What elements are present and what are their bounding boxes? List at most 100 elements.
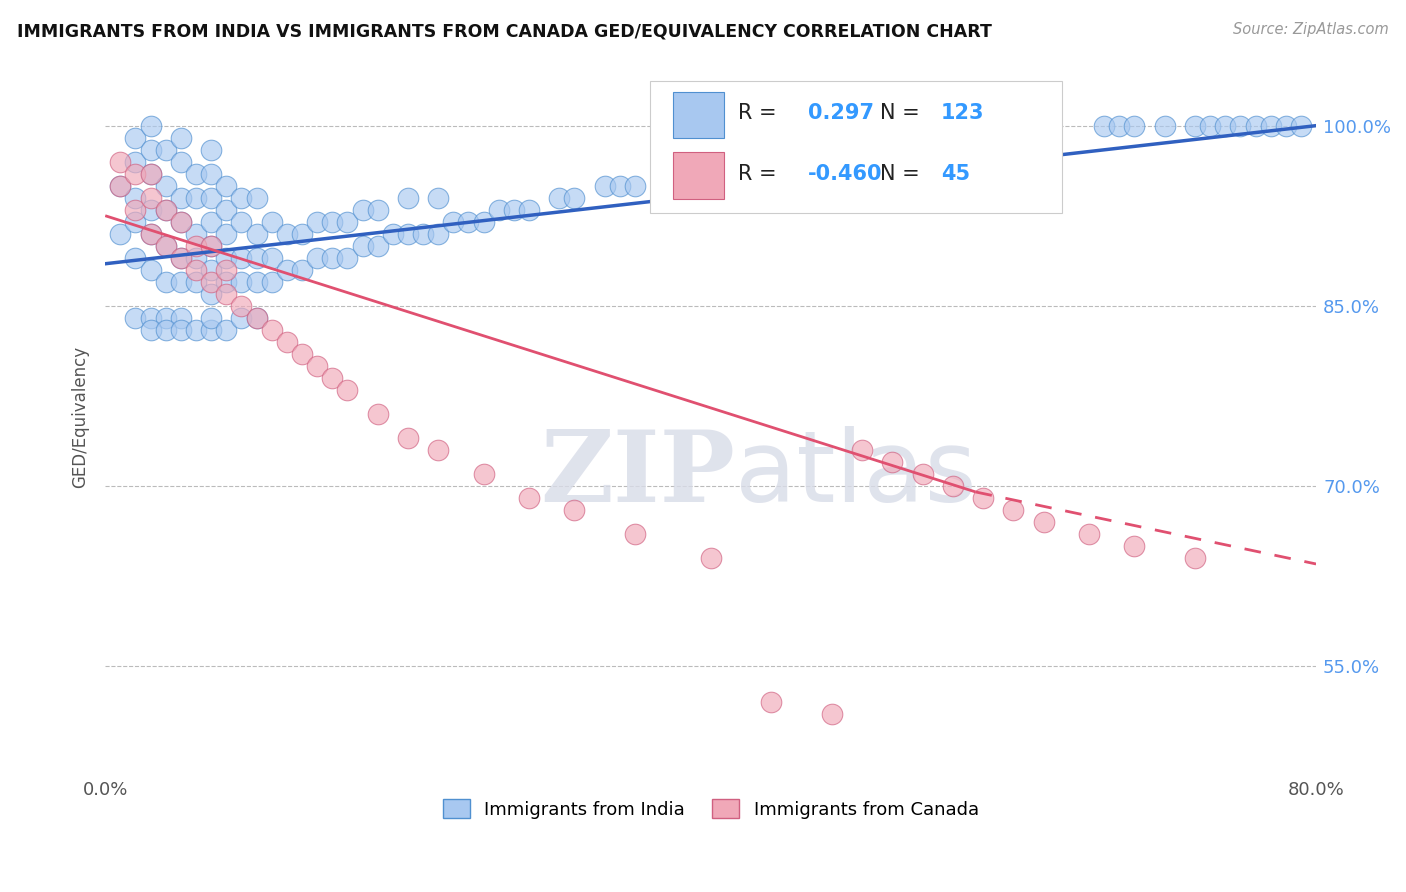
Point	[231, 215, 253, 229]
Point	[200, 215, 222, 229]
Point	[170, 310, 193, 325]
Point	[276, 334, 298, 349]
Point	[155, 323, 177, 337]
Point	[291, 347, 314, 361]
Point	[200, 275, 222, 289]
Point	[488, 202, 510, 217]
Point	[1078, 527, 1101, 541]
Point	[139, 143, 162, 157]
Point	[215, 286, 238, 301]
Point	[1184, 119, 1206, 133]
Point	[1229, 119, 1251, 133]
Point	[441, 215, 464, 229]
Point	[1092, 119, 1115, 133]
Point	[139, 191, 162, 205]
Point	[1032, 515, 1054, 529]
Point	[956, 130, 979, 145]
Point	[124, 310, 146, 325]
Text: 45: 45	[941, 164, 970, 184]
Point	[548, 191, 571, 205]
Point	[457, 215, 479, 229]
Point	[245, 251, 267, 265]
Point	[260, 251, 283, 265]
Point	[139, 227, 162, 241]
Point	[184, 238, 207, 252]
Point	[124, 202, 146, 217]
Point	[321, 215, 343, 229]
Point	[139, 323, 162, 337]
Point	[851, 442, 873, 457]
Point	[972, 491, 994, 505]
Point	[911, 467, 934, 481]
Point	[170, 323, 193, 337]
Point	[291, 227, 314, 241]
Point	[1002, 503, 1025, 517]
Point	[609, 178, 631, 193]
Point	[155, 202, 177, 217]
Point	[381, 227, 404, 241]
Text: R =: R =	[738, 164, 778, 184]
Point	[200, 310, 222, 325]
Point	[624, 527, 647, 541]
Point	[200, 238, 222, 252]
Point	[124, 215, 146, 229]
Point	[821, 707, 844, 722]
Point	[882, 455, 904, 469]
Point	[911, 130, 934, 145]
Legend: Immigrants from India, Immigrants from Canada: Immigrants from India, Immigrants from C…	[436, 792, 986, 826]
Point	[502, 202, 524, 217]
Point	[821, 143, 844, 157]
Point	[200, 323, 222, 337]
Point	[472, 215, 495, 229]
Point	[276, 262, 298, 277]
Point	[139, 202, 162, 217]
Text: ZIP: ZIP	[540, 425, 735, 523]
Point	[110, 227, 132, 241]
Point	[170, 251, 193, 265]
Point	[699, 154, 721, 169]
Point	[245, 310, 267, 325]
Point	[412, 227, 434, 241]
Text: N =: N =	[880, 103, 920, 123]
Point	[1123, 119, 1146, 133]
Point	[139, 227, 162, 241]
Point	[184, 262, 207, 277]
Point	[321, 251, 343, 265]
Point	[1260, 119, 1282, 133]
Point	[1002, 119, 1025, 133]
Point	[110, 178, 132, 193]
Point	[170, 275, 193, 289]
Y-axis label: GED/Equivalency: GED/Equivalency	[72, 346, 89, 488]
Point	[730, 154, 752, 169]
Point	[593, 178, 616, 193]
Point	[155, 238, 177, 252]
Point	[200, 262, 222, 277]
Point	[396, 227, 419, 241]
Point	[170, 154, 193, 169]
Bar	[673, 153, 724, 199]
Point	[155, 238, 177, 252]
Text: IMMIGRANTS FROM INDIA VS IMMIGRANTS FROM CANADA GED/EQUIVALENCY CORRELATION CHAR: IMMIGRANTS FROM INDIA VS IMMIGRANTS FROM…	[17, 22, 991, 40]
Point	[564, 191, 586, 205]
Text: -0.460: -0.460	[807, 164, 882, 184]
Point	[260, 275, 283, 289]
Point	[139, 310, 162, 325]
Point	[427, 442, 450, 457]
Point	[396, 431, 419, 445]
Point	[336, 215, 359, 229]
Point	[1153, 119, 1175, 133]
Point	[215, 275, 238, 289]
Point	[291, 262, 314, 277]
Point	[517, 202, 540, 217]
Point	[367, 238, 389, 252]
Point	[215, 178, 238, 193]
Point	[942, 479, 965, 493]
Point	[200, 143, 222, 157]
Point	[759, 695, 782, 709]
Point	[276, 227, 298, 241]
Point	[367, 407, 389, 421]
Point	[184, 167, 207, 181]
Point	[245, 227, 267, 241]
Point	[245, 191, 267, 205]
Point	[472, 467, 495, 481]
